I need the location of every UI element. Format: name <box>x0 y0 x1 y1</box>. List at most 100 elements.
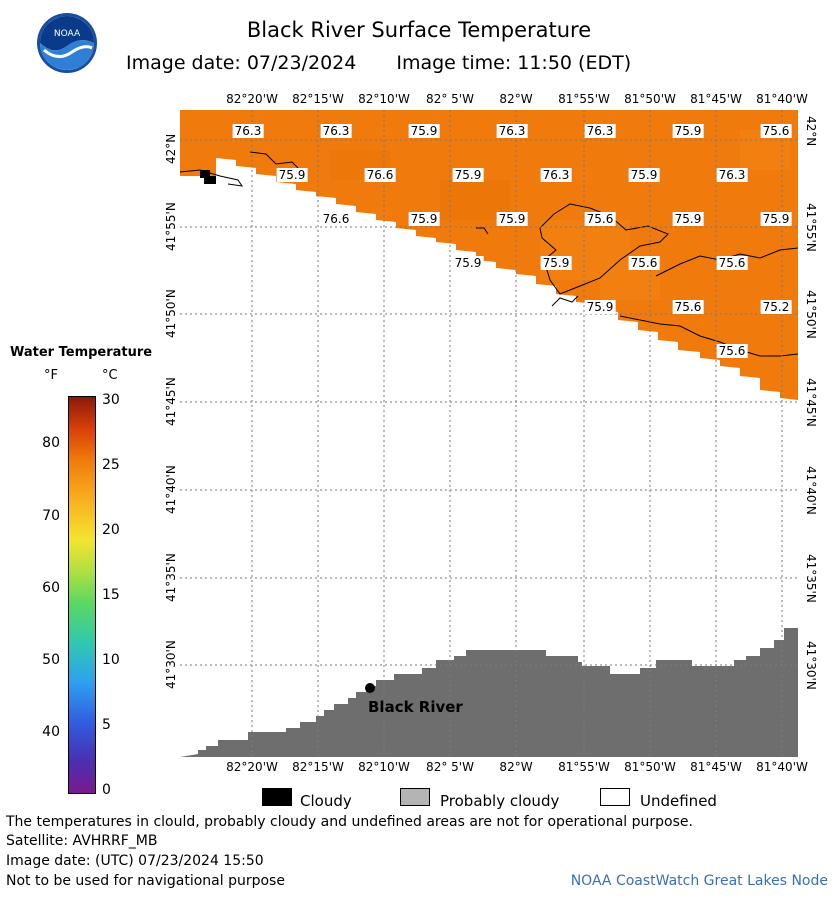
black-river-label: Black River <box>368 698 463 716</box>
temperature-value: 75.9 <box>276 168 308 182</box>
temperature-map[interactable]: Black River 76.3 76.3 75.9 76.3 76.3 75.9 75.6… <box>180 110 798 757</box>
shoreline-detail <box>476 227 489 235</box>
celsius-tick: 5 <box>102 717 111 733</box>
navigation-warning: Not to be used for navigational purpose <box>6 873 285 889</box>
undefined-swatch <box>600 788 630 806</box>
cloudy-pixel <box>204 176 216 184</box>
image-datetime: Image date: 07/23/2024 Image time: 11:50 … <box>126 52 631 74</box>
lake-water-region <box>180 110 798 400</box>
lat-tick-left: 41°30'N <box>164 640 178 689</box>
temperature-value: 75.9 <box>628 168 660 182</box>
lon-tick-top: 81°55'W <box>558 92 610 106</box>
shoreline-detail <box>180 169 244 187</box>
temperature-value: 75.9 <box>672 212 704 226</box>
fahrenheit-tick: 40 <box>42 724 60 741</box>
cloudy-label: Cloudy <box>300 792 352 810</box>
celsius-tick: 0 <box>102 782 111 798</box>
cloudy-pixel <box>200 170 210 178</box>
utc-date-text: Image date: (UTC) 07/23/2024 15:50 <box>6 853 264 869</box>
lon-tick-top: 81°50'W <box>624 92 676 106</box>
temperature-value: 75.6 <box>584 212 616 226</box>
noaa-logo-text: NOAA <box>54 29 81 39</box>
noaa-logo: NOAA <box>36 12 98 74</box>
graticule <box>180 110 798 757</box>
lat-tick-right: 42°N <box>804 116 818 147</box>
shoreline-detail <box>619 315 798 357</box>
celsius-tick: 25 <box>102 457 120 473</box>
lon-tick-top: 82°15'W <box>292 92 344 106</box>
lon-tick-top: 81°40'W <box>756 92 808 106</box>
celsius-tick: 10 <box>102 652 120 668</box>
disclaimer-text: The temperatures in clould, probably clo… <box>6 814 693 830</box>
fahrenheit-tick: 80 <box>42 435 60 452</box>
celsius-tick: 30 <box>102 392 120 408</box>
lat-tick-right: 41°50'N <box>804 290 818 339</box>
temperature-value: 75.9 <box>452 256 484 270</box>
fahrenheit-tick: 70 <box>42 507 60 524</box>
shoreline-detail <box>551 295 579 307</box>
temperature-value: 76.6 <box>364 168 396 182</box>
temperature-value: 75.9 <box>496 212 528 226</box>
temperature-value: 76.3 <box>232 124 264 138</box>
temperature-value: 76.3 <box>716 168 748 182</box>
land-region <box>180 628 798 757</box>
temperature-value: 76.3 <box>540 168 572 182</box>
temperature-colorbar <box>68 396 96 794</box>
temperature-value: 75.9 <box>672 124 704 138</box>
lon-tick-top: 82°W <box>499 92 533 106</box>
temperature-value: 75.9 <box>584 300 616 314</box>
temperature-value: 75.6 <box>760 124 792 138</box>
lon-tick-bottom: 81°55'W <box>558 760 610 774</box>
lat-tick-left: 42°N <box>164 133 178 164</box>
lon-tick-bottom: 81°50'W <box>624 760 676 774</box>
temperature-value: 75.9 <box>408 212 440 226</box>
fahrenheit-tick: 50 <box>42 652 60 668</box>
temperature-value: 75.2 <box>760 300 792 314</box>
undefined-label: Undefined <box>640 792 717 810</box>
lat-tick-right: 41°45'N <box>804 378 818 427</box>
image-date: Image date: 07/23/2024 <box>126 52 357 74</box>
lon-tick-bottom: 82°20'W <box>226 760 278 774</box>
lon-tick-top: 82°20'W <box>226 92 278 106</box>
lon-tick-top: 82° 5'W <box>426 92 474 106</box>
temperature-value: 76.6 <box>320 212 352 226</box>
temperature-value: 75.9 <box>760 212 792 226</box>
lat-tick-left: 41°50'N <box>164 289 178 338</box>
temperature-value: 75.9 <box>408 124 440 138</box>
celsius-unit: °C <box>102 368 118 383</box>
temperature-value: 75.6 <box>716 256 748 270</box>
lat-tick-left: 41°55'N <box>164 202 178 251</box>
temperature-value: 75.6 <box>716 344 748 358</box>
temperature-value: 76.3 <box>320 124 352 138</box>
lat-tick-left: 41°35'N <box>164 553 178 602</box>
legend-title: Water Temperature <box>10 345 153 360</box>
shoreline-detail <box>249 151 299 169</box>
lon-tick-bottom: 81°45'W <box>690 760 742 774</box>
probably-cloudy-label: Probably cloudy <box>440 792 560 810</box>
temperature-value: 75.9 <box>540 256 572 270</box>
fahrenheit-tick: 60 <box>42 579 60 596</box>
lon-tick-bottom: 82°10'W <box>358 760 410 774</box>
cloudy-swatch <box>262 788 292 806</box>
lon-tick-bottom: 82°W <box>499 760 533 774</box>
lat-tick-right: 41°40'N <box>804 466 818 515</box>
lon-tick-top: 82°10'W <box>358 92 410 106</box>
lon-tick-bottom: 81°40'W <box>756 760 808 774</box>
lat-tick-left: 41°40'N <box>164 465 178 514</box>
black-river-marker <box>365 683 375 693</box>
lon-tick-bottom: 82° 5'W <box>426 760 474 774</box>
lat-tick-left: 41°45'N <box>164 377 178 426</box>
credit-link[interactable]: NOAA CoastWatch Great Lakes Node <box>570 873 828 889</box>
celsius-tick: 20 <box>102 522 120 538</box>
lon-tick-bottom: 82°15'W <box>292 760 344 774</box>
probably-cloudy-swatch <box>400 788 430 806</box>
lon-tick-top: 81°45'W <box>690 92 742 106</box>
map-canvas <box>180 110 798 757</box>
lat-tick-right: 41°30'N <box>804 641 818 690</box>
lat-tick-right: 41°55'N <box>804 203 818 252</box>
lat-tick-right: 41°35'N <box>804 554 818 603</box>
temperature-value: 76.3 <box>584 124 616 138</box>
image-time: Image time: 11:50 (EDT) <box>396 52 632 74</box>
temperature-value: 76.3 <box>496 124 528 138</box>
satellite-text: Satellite: AVHRRF_MB <box>6 833 158 849</box>
